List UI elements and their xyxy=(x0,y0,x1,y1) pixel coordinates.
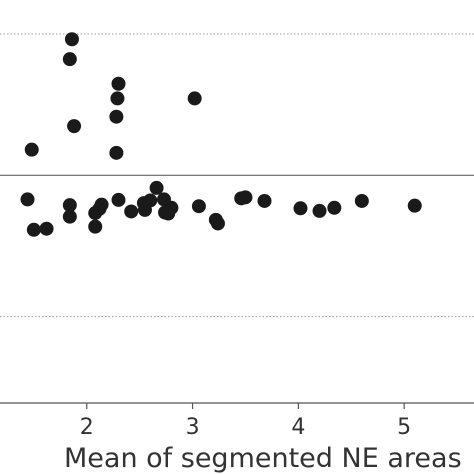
data-point-28 xyxy=(124,204,139,219)
data-point-10 xyxy=(20,192,35,207)
data-point-1 xyxy=(62,52,77,67)
data-point-14 xyxy=(238,190,253,205)
data-point-15 xyxy=(257,193,272,208)
data-point-3 xyxy=(110,91,125,106)
data-point-9 xyxy=(149,180,164,195)
data-point-35 xyxy=(210,216,225,231)
data-point-38 xyxy=(39,221,54,236)
data-point-5 xyxy=(109,109,124,124)
data-point-16 xyxy=(354,193,369,208)
data-point-0 xyxy=(64,32,79,47)
x-tick-label-5: 5 xyxy=(397,415,411,440)
data-point-4 xyxy=(187,91,202,106)
data-point-23 xyxy=(293,201,308,216)
x-axis-ticks: 2 3 4 5 xyxy=(80,403,411,440)
data-point-2 xyxy=(111,76,126,91)
x-tick-label-3: 3 xyxy=(186,415,200,440)
data-point-6 xyxy=(67,119,82,134)
data-point-27 xyxy=(88,206,103,221)
data-points xyxy=(20,32,422,237)
data-point-31 xyxy=(161,206,176,221)
data-point-37 xyxy=(26,222,41,237)
data-point-32 xyxy=(312,203,327,218)
data-point-33 xyxy=(62,209,77,224)
data-point-8 xyxy=(109,145,124,160)
x-tick-label-2: 2 xyxy=(80,415,94,440)
data-point-36 xyxy=(88,219,103,234)
x-axis-title: Mean of segmented NE areas xyxy=(64,443,462,474)
data-point-7 xyxy=(24,142,39,157)
data-point-11 xyxy=(111,192,126,207)
data-point-17 xyxy=(62,198,77,213)
reference-lines xyxy=(0,33,474,318)
x-tick-label-4: 4 xyxy=(291,415,305,440)
data-point-24 xyxy=(327,200,342,215)
data-point-22 xyxy=(191,199,206,214)
data-point-29 xyxy=(137,202,152,217)
data-point-25 xyxy=(407,198,422,213)
